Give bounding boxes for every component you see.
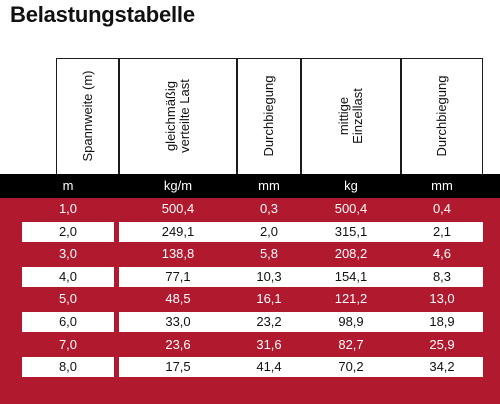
header-cell-point-load: mittige Einzellast (301, 58, 401, 174)
cell-span: 7,0 (22, 334, 114, 355)
header-cell-deflection-2: Durchbiegung (401, 58, 483, 174)
cell-distributed-load: 500,4 (119, 199, 237, 219)
table-row: 6,0 33,0 23,2 98,9 18,9 (0, 312, 500, 332)
table-row: 2,0 249,1 2,0 315,1 2,1 (0, 221, 500, 242)
unit-deflection-1: mm (258, 178, 280, 193)
header-label-distributed-load: gleichmäßig verteilte Last (163, 79, 192, 153)
cell-span: 4,0 (22, 266, 114, 287)
cell-distributed-load: 23,6 (119, 334, 237, 355)
cell-distributed-load: 33,0 (119, 312, 237, 332)
cell-distributed-load: 138,8 (119, 244, 237, 265)
cell-span: 2,0 (22, 221, 114, 242)
page-title: Belastungstabelle (10, 2, 195, 27)
cell-deflection-2: 4,6 (401, 244, 483, 265)
cell-point-load: 98,9 (301, 312, 401, 332)
cell-deflection-1: 41,4 (237, 357, 301, 378)
cell-distributed-load: 77,1 (119, 266, 237, 287)
cell-span: 5,0 (22, 289, 114, 310)
unit-point-load: kg (344, 178, 358, 193)
cell-point-load: 154,1 (301, 266, 401, 287)
table-row: 5,0 48,5 16,1 121,2 13,0 (0, 289, 500, 310)
header-label-span: Spannweite (m) (79, 70, 95, 162)
table-row: 8,0 17,5 41,4 70,2 34,2 (0, 357, 500, 378)
cell-span: 1,0 (22, 199, 114, 219)
cell-deflection-2: 25,9 (401, 334, 483, 355)
table-row: 4,0 77,1 10,3 154,1 8,3 (0, 266, 500, 287)
unit-distributed-load: kg/m (163, 178, 193, 193)
cell-point-load: 70,2 (301, 357, 401, 378)
cell-point-load: 82,7 (301, 334, 401, 355)
cell-deflection-1: 16,1 (237, 289, 301, 310)
cell-deflection-2: 13,0 (401, 289, 483, 310)
cell-deflection-2: 34,2 (401, 357, 483, 378)
table-row: 1,0 500,4 0,3 500,4 0,4 (0, 199, 500, 219)
table-row: 7,0 23,6 31,6 82,7 25,9 (0, 334, 500, 355)
cell-distributed-load: 48,5 (119, 289, 237, 310)
header-cell-deflection-1: Durchbiegung (237, 58, 301, 174)
header-label-deflection-2: Durchbiegung (434, 75, 449, 157)
cell-deflection-2: 2,1 (401, 221, 483, 242)
cell-deflection-2: 18,9 (401, 312, 483, 332)
table-header-row: Spannweite (m) gleichmäßig verteilte Las… (0, 58, 500, 174)
header-cell-span: Spannweite (m) (56, 58, 119, 174)
cell-span: 6,0 (22, 312, 114, 332)
cell-deflection-1: 5,8 (237, 244, 301, 265)
header-label-point-load: mittige Einzellast (336, 88, 365, 144)
unit-deflection-2: mm (431, 178, 453, 193)
header-cell-distributed-load: gleichmäßig verteilte Last (119, 58, 237, 174)
units-row: m kg/m mm kg mm (0, 174, 500, 198)
cell-deflection-1: 10,3 (237, 266, 301, 287)
cell-point-load: 500,4 (301, 199, 401, 219)
cell-span: 8,0 (22, 357, 114, 378)
cell-deflection-1: 2,0 (237, 221, 301, 242)
cell-point-load: 121,2 (301, 289, 401, 310)
cell-span: 3,0 (22, 244, 114, 265)
table-row: 3,0 138,8 5,8 208,2 4,6 (0, 244, 500, 265)
cell-deflection-1: 31,6 (237, 334, 301, 355)
cell-deflection-1: 0,3 (237, 199, 301, 219)
cell-deflection-1: 23,2 (237, 312, 301, 332)
cell-distributed-load: 17,5 (119, 357, 237, 378)
cell-distributed-load: 249,1 (119, 221, 237, 242)
header-label-deflection-1: Durchbiegung (261, 75, 276, 157)
cell-point-load: 315,1 (301, 221, 401, 242)
cell-point-load: 208,2 (301, 244, 401, 265)
cell-deflection-2: 0,4 (401, 199, 483, 219)
cell-deflection-2: 8,3 (401, 266, 483, 287)
unit-span: m (62, 178, 74, 193)
